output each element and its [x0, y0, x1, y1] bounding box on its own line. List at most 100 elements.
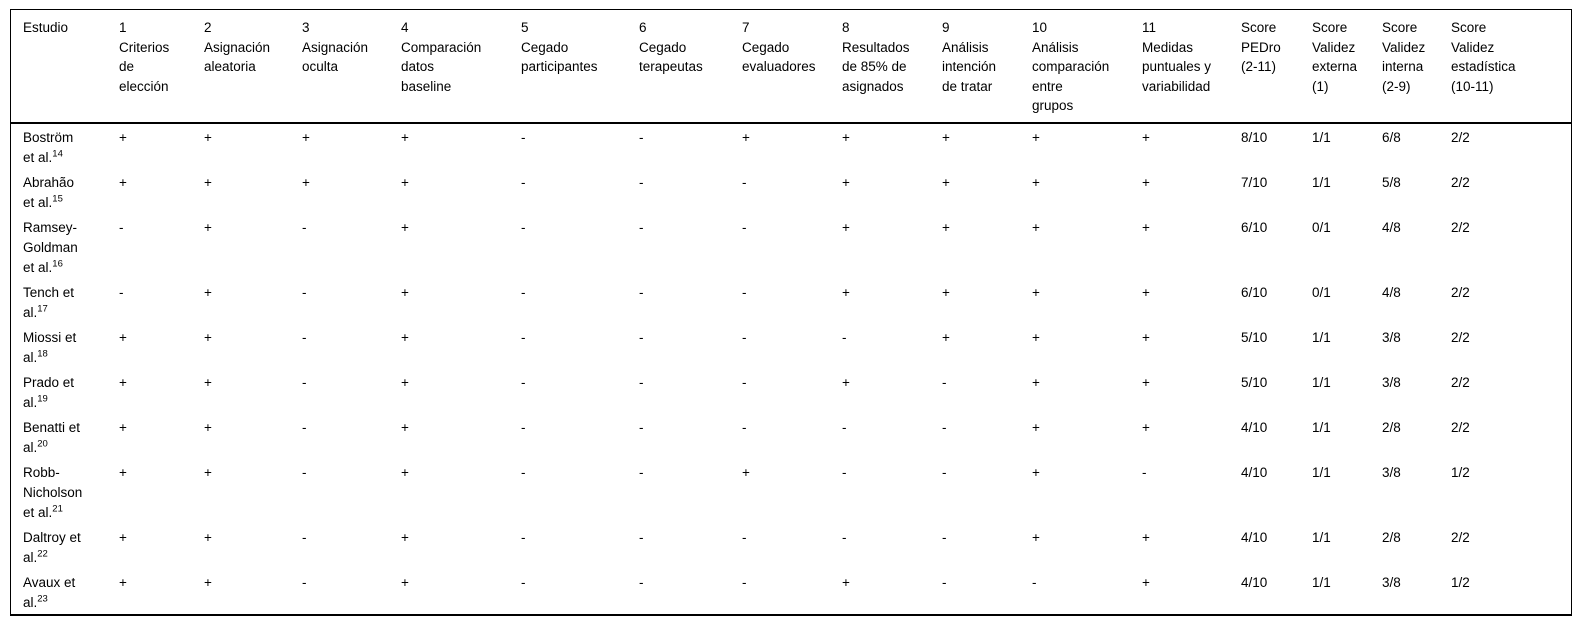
study-reference-number: 23 [37, 593, 48, 604]
criterio-7-cell: + [742, 129, 750, 145]
score-validez-interna-cell: 2/8 [1382, 529, 1401, 545]
column-header-criterio-6: 6 Cegado terapeutas [639, 10, 742, 124]
column-label: Cegado terapeutas [639, 39, 703, 75]
criterio-10-cell: + [1032, 419, 1040, 435]
study-cell: Tench et al.17 [11, 279, 119, 324]
column-number: 8 [842, 20, 850, 35]
criterio-1-cell: - [119, 219, 124, 235]
study-reference-number: 19 [37, 393, 48, 404]
criterio-5-cell: - [521, 374, 526, 390]
criterio-9-cell: - [942, 419, 947, 435]
score-pedro-cell: 6/10 [1241, 219, 1268, 235]
study-name: Robb- Nicholson et al. [23, 464, 83, 520]
score-validez-externa-cell: 1/1 [1312, 464, 1331, 480]
column-label: Cegado participantes [521, 39, 598, 75]
criterio-11-cell: + [1142, 529, 1150, 545]
study-name: Avaux et al. [23, 574, 76, 610]
column-header-criterio-11: 11 Medidas puntuales y variabilidad [1142, 10, 1241, 124]
column-header-score-validez-estadistica: Score Validez estadística (10-11) [1451, 10, 1571, 124]
table-body: Boström et al.14 + + + + - - + + + + +8/10 1/1 6/8 2/2… [11, 123, 1571, 614]
criterio-6-cell: - [639, 219, 644, 235]
criterio-5-cell: - [521, 464, 526, 480]
criterio-9-cell: - [942, 464, 947, 480]
criterio-1-cell: + [119, 374, 127, 390]
study-name: Boström et al. [23, 129, 74, 165]
table-row: Robb- Nicholson et al.21 + + - + - - + - - + -4/10 1… [11, 459, 1571, 524]
criterio-7-cell: - [742, 574, 747, 590]
criterio-2-cell: + [204, 374, 212, 390]
criterio-7-cell: - [742, 284, 747, 300]
score-validez-estadistica-cell: 2/2 [1451, 529, 1470, 545]
criterio-3-cell: + [302, 174, 310, 190]
criterio-3-cell: - [302, 574, 307, 590]
criterio-8-cell: + [842, 129, 850, 145]
column-header-criterio-2: 2 Asignación aleatoria [204, 10, 302, 124]
column-number: 6 [639, 20, 647, 35]
score-validez-interna-cell: 6/8 [1382, 129, 1401, 145]
score-validez-externa-cell: 1/1 [1312, 419, 1331, 435]
score-pedro-cell: 4/10 [1241, 464, 1268, 480]
criterio-4-cell: + [401, 329, 409, 345]
criterio-2-cell: + [204, 174, 212, 190]
study-cell: Robb- Nicholson et al.21 [11, 459, 119, 524]
study-name: Miossi et al. [23, 329, 77, 365]
criterio-2-cell: + [204, 419, 212, 435]
criterio-11-cell: + [1142, 574, 1150, 590]
column-header-score-validez-interna: Score Validez interna (2-9) [1382, 10, 1451, 124]
criterio-11-cell: + [1142, 219, 1150, 235]
criterio-8-cell: + [842, 174, 850, 190]
criterio-5-cell: - [521, 284, 526, 300]
criterio-2-cell: + [204, 129, 212, 145]
score-validez-estadistica-cell: 2/2 [1451, 129, 1470, 145]
pedro-table-frame: Estudio 1 Criterios de elección 2 Asignación… [10, 9, 1572, 616]
criterio-11-cell: - [1142, 464, 1147, 480]
study-name: Tench et al. [23, 284, 75, 320]
study-cell: Benatti et al.20 [11, 414, 119, 459]
score-validez-externa-cell: 1/1 [1312, 129, 1331, 145]
criterio-9-cell: + [942, 174, 950, 190]
column-header-criterio-7: 7 Cegado evaluadores [742, 10, 842, 124]
column-number: 7 [742, 20, 750, 35]
criterio-4-cell: + [401, 174, 409, 190]
criterio-8-cell: + [842, 574, 850, 590]
score-pedro-cell: 4/10 [1241, 574, 1268, 590]
column-header-estudio: Estudio [11, 10, 119, 124]
study-name: Benatti et al. [23, 419, 81, 455]
criterio-4-cell: + [401, 419, 409, 435]
criterio-2-cell: + [204, 284, 212, 300]
column-label: Score Validez externa (1) [1312, 20, 1358, 94]
criterio-5-cell: - [521, 129, 526, 145]
criterio-8-cell: - [842, 329, 847, 345]
column-header-criterio-1: 1 Criterios de elección [119, 10, 204, 124]
criterio-6-cell: - [639, 174, 644, 190]
column-label: Resultados de 85% de asignados [842, 39, 910, 94]
criterio-6-cell: - [639, 329, 644, 345]
column-label: Cegado evaluadores [742, 39, 816, 75]
criterio-10-cell: + [1032, 529, 1040, 545]
score-validez-estadistica-cell: 2/2 [1451, 329, 1470, 345]
column-label: Asignación aleatoria [204, 39, 271, 75]
study-name: Abrahão et al. [23, 174, 75, 210]
score-validez-interna-cell: 5/8 [1382, 174, 1401, 190]
study-reference-number: 15 [52, 193, 63, 204]
table-row: Prado et al.19 + + - + - - - + - + +5/10 1/1 3/8 2/2 [11, 369, 1571, 414]
study-reference-number: 18 [37, 348, 48, 359]
study-reference-number: 20 [37, 438, 48, 449]
criterio-7-cell: - [742, 219, 747, 235]
criterio-3-cell: - [302, 464, 307, 480]
criterio-9-cell: - [942, 374, 947, 390]
score-validez-interna-cell: 3/8 [1382, 329, 1401, 345]
criterio-8-cell: - [842, 464, 847, 480]
criterio-6-cell: - [639, 464, 644, 480]
column-header-criterio-10: 10 Análisis comparación entre grupos [1032, 10, 1142, 124]
table-row: Tench et al.17- + - + - - - + + + +6/10 0/1 4/8 2/2 [11, 279, 1571, 324]
study-cell: Prado et al.19 [11, 369, 119, 414]
criterio-6-cell: - [639, 574, 644, 590]
criterio-8-cell: + [842, 219, 850, 235]
column-number: 9 [942, 20, 950, 35]
score-validez-estadistica-cell: 1/2 [1451, 574, 1470, 590]
criterio-10-cell: + [1032, 284, 1040, 300]
criterio-9-cell: + [942, 219, 950, 235]
criterio-10-cell: + [1032, 329, 1040, 345]
score-validez-externa-cell: 0/1 [1312, 219, 1331, 235]
